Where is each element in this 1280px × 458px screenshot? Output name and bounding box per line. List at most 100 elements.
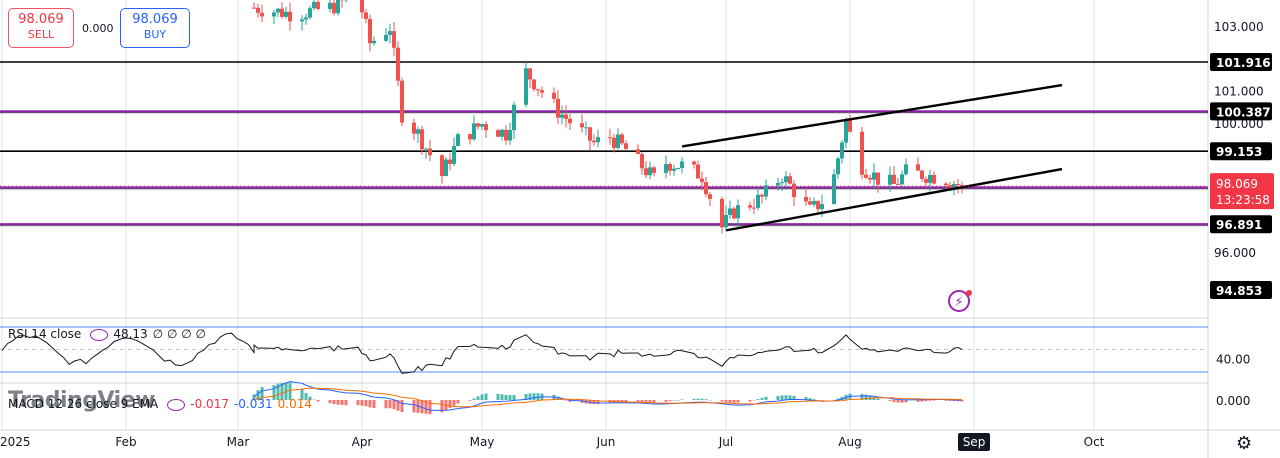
macd-histogram-bar (364, 400, 368, 407)
macd-histogram-bar (820, 400, 824, 401)
macd-histogram-bar (616, 400, 620, 403)
macd-histogram-bar (788, 395, 792, 400)
candle-body (720, 198, 724, 228)
candle-body (696, 164, 700, 179)
macd-histogram-bar (636, 400, 640, 402)
macd-legend-hist: -0.017 (190, 397, 229, 411)
macd-histogram-bar (412, 400, 416, 413)
candle-body (616, 134, 620, 148)
buy-label: BUY (143, 28, 167, 41)
candle-body (252, 7, 256, 9)
candle-body (680, 161, 684, 169)
macd-histogram-bar (340, 400, 344, 406)
candle-body (428, 148, 432, 156)
rsi-legend-title: RSI 14 close (8, 327, 82, 341)
candle-body (692, 161, 696, 165)
current-price-label-bg (1210, 173, 1274, 210)
candle-body (400, 80, 404, 123)
macd-histogram-bar (808, 398, 812, 400)
candle-body (864, 174, 868, 178)
rsi-legend[interactable]: RSI 14 close 48.13 ∅ ∅ ∅ ∅ (8, 327, 211, 341)
time-tick-label: Oct (1084, 435, 1105, 449)
candle-body (288, 11, 292, 22)
macd-histogram-bar (904, 400, 908, 403)
candle-body (788, 176, 792, 184)
level-label-bg (1210, 142, 1272, 161)
macd-histogram-bar (260, 387, 264, 400)
macd-histogram-bar (420, 400, 424, 414)
macd-histogram-bar (960, 400, 964, 402)
macd-pane: 0.000 (252, 380, 1250, 415)
candle-body (564, 114, 568, 119)
macd-histogram-bar (396, 400, 400, 411)
time-tick-label: May (470, 435, 495, 449)
macd-legend-signal: 0.014 (277, 397, 313, 411)
macd-histogram-bar (952, 400, 956, 402)
macd-histogram-bar (388, 400, 392, 409)
candle-body (508, 129, 512, 141)
macd-histogram-bar (932, 400, 936, 401)
settings-icon[interactable]: ⚙ (1236, 433, 1253, 454)
candle-body (872, 172, 876, 180)
macd-histogram-bar (672, 400, 676, 401)
candle-body (760, 194, 764, 197)
level-label: 96.891 (1216, 218, 1262, 232)
macd-histogram-bar (312, 399, 316, 400)
level-label-bg (1210, 53, 1272, 71)
candle-body (840, 142, 844, 159)
eye-icon[interactable] (90, 328, 109, 341)
level-label: 101.916 (1216, 56, 1271, 70)
macd-histogram-bar (840, 396, 844, 400)
macd-histogram-bar (400, 400, 404, 413)
candle-body (736, 205, 740, 219)
level-label: 99.153 (1216, 145, 1262, 159)
candle-body (848, 119, 852, 132)
macd-histogram-bar (792, 395, 796, 400)
macd-histogram-bar (664, 400, 668, 402)
macd-histogram-bar (776, 396, 780, 400)
time-tick-label: Jun (596, 435, 616, 449)
macd-histogram-bar (472, 398, 476, 400)
macd-histogram-bar (440, 400, 444, 413)
macd-histogram-bar (484, 393, 488, 400)
macd-histogram-bar (888, 400, 892, 401)
macd-histogram-bar (532, 393, 536, 400)
candle-body (676, 168, 680, 170)
flash-icon[interactable]: ⚡ (948, 290, 970, 312)
macd-histogram-bar (308, 396, 312, 400)
macd-signal-line (253, 387, 963, 408)
candle-body (304, 17, 308, 20)
macd-histogram-bar (784, 395, 788, 400)
candle-body (932, 174, 936, 184)
candle-body (328, 2, 332, 9)
macd-histogram-bar (812, 399, 816, 400)
macd-legend[interactable]: MACD 12 26 close 9 EMA -0.017 -0.031 0.014 (8, 397, 317, 411)
candle-body (756, 194, 760, 208)
macd-histogram-bar (704, 399, 708, 400)
candle-body (552, 92, 556, 99)
eye-icon[interactable] (167, 398, 186, 411)
candle-body (928, 174, 932, 183)
candle-body (960, 185, 964, 187)
candle-body (456, 134, 460, 147)
countdown-label: 13:23:58 (1216, 193, 1270, 207)
candle-body (812, 200, 816, 205)
candle-body (420, 129, 424, 150)
sell-button[interactable]: 98.069 SELL (8, 8, 74, 48)
macd-histogram-bar (760, 397, 764, 400)
candle-body (396, 47, 400, 81)
candle-body (764, 185, 768, 197)
candle-body (636, 149, 640, 154)
macd-histogram-bar (680, 399, 684, 400)
macd-histogram-bar (276, 383, 280, 400)
candle-body (424, 148, 428, 150)
candle-body (700, 178, 704, 183)
buy-button[interactable]: 98.069 BUY (120, 8, 190, 48)
candle-body (724, 214, 728, 228)
candle-body (672, 168, 676, 171)
candle-body (308, 8, 312, 18)
macd-histogram-bar (864, 394, 868, 400)
candle-body (388, 31, 392, 35)
candle-body (476, 123, 480, 127)
